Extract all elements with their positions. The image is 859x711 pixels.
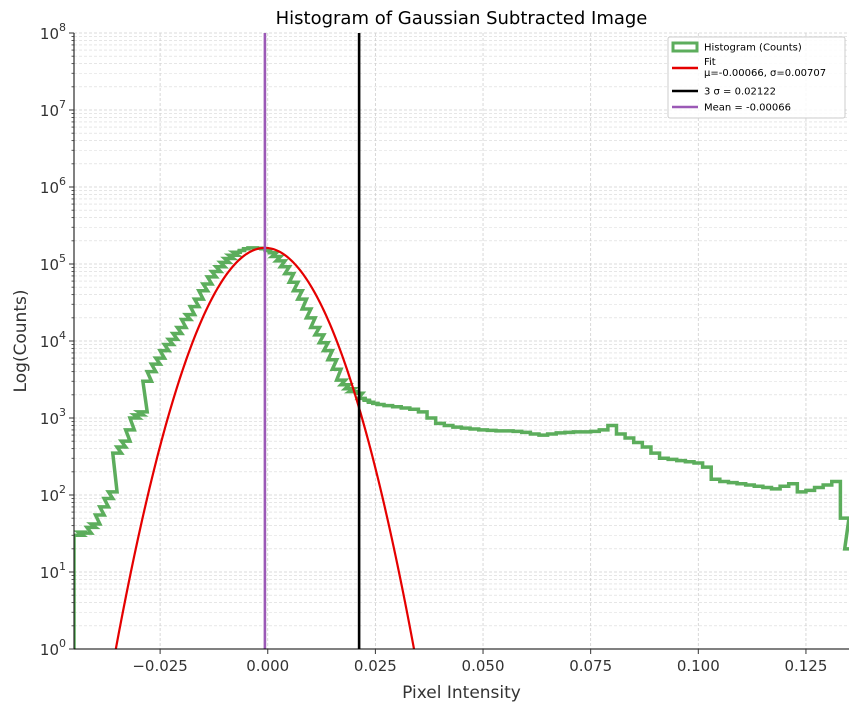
x-axis-label: Pixel Intensity: [402, 683, 521, 703]
legend-label: μ=-0.00066, σ=0.00707: [704, 68, 826, 79]
y-tick-label: 105: [40, 252, 66, 274]
y-tick-label: 102: [40, 483, 66, 505]
legend-label: Mean = -0.00066: [704, 103, 791, 114]
y-tick-label: 104: [40, 329, 66, 351]
legend-box: [667, 36, 846, 119]
x-tick-label: 0.050: [462, 657, 505, 675]
legend-histogram-swatch: [671, 41, 699, 53]
legend-label: 3 σ = 0.02122: [704, 87, 776, 98]
legend-label: Fit: [704, 57, 716, 68]
y-tick-label: 106: [40, 175, 66, 197]
x-tick-label: 0.025: [354, 657, 397, 675]
histogram-series: [74, 246, 849, 649]
y-tick-label: 103: [40, 406, 66, 428]
x-tick-label: 0.075: [569, 657, 612, 675]
x-tick-label: −0.025: [132, 657, 188, 675]
x-tick-label: 0.000: [246, 657, 289, 675]
y-axis-label: Log(Counts): [11, 290, 31, 393]
tick-labels: −0.025 0.000 0.025 0.050 0.075 0.100 0.125 100 1…: [40, 21, 828, 675]
y-tick-label: 108: [40, 21, 66, 43]
y-tick-label: 101: [40, 560, 66, 582]
legend-label: Histogram (Counts): [704, 43, 802, 54]
plot-area: [74, 33, 849, 649]
series-layer: [74, 33, 849, 649]
y-tick-label: 100: [40, 637, 66, 659]
y-tick-label: 107: [40, 98, 66, 120]
chart-title: Histogram of Gaussian Subtracted Image: [276, 8, 648, 29]
x-tick-label: 0.125: [784, 657, 827, 675]
x-tick-label: 0.100: [677, 657, 720, 675]
grid-lines: [74, 32, 849, 650]
